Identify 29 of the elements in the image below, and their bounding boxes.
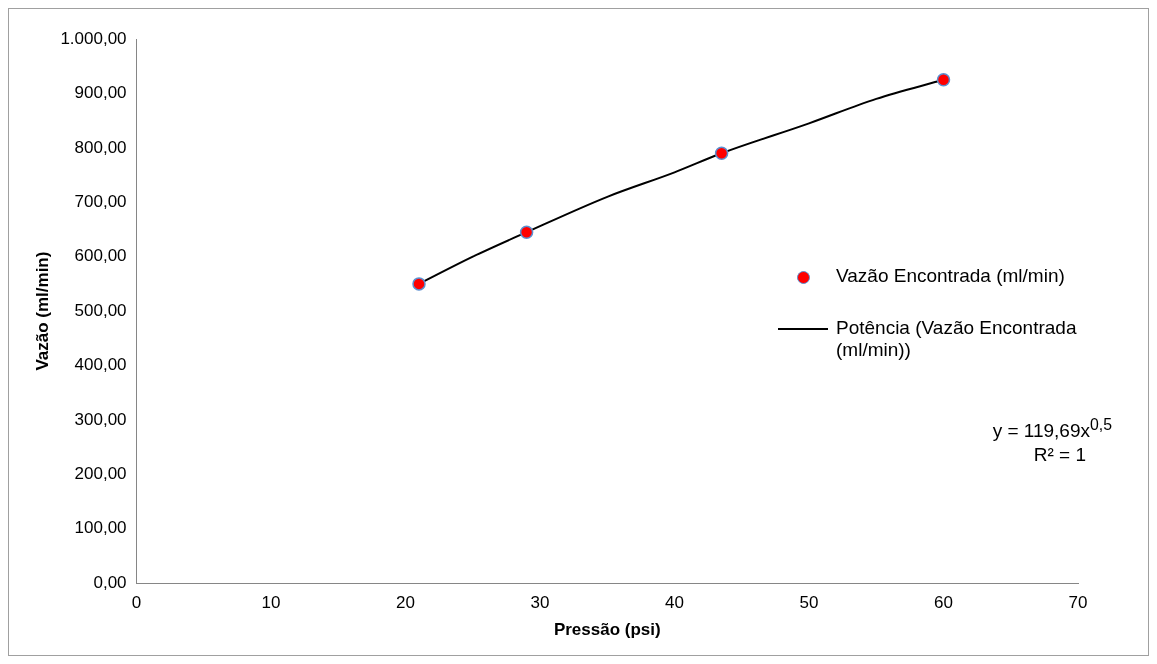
y-tick-label: 100,00 (74, 518, 127, 538)
annotation: R² = 1 (1032, 443, 1086, 468)
x-tick-label: 50 (799, 593, 819, 613)
x-tick-label: 70 (1068, 593, 1088, 613)
y-tick-label: 1.000,00 (60, 28, 127, 48)
x-tick-label: 10 (261, 593, 281, 613)
x-axis-title: Pressão (psi) (553, 620, 661, 640)
y-tick-label: 400,00 (74, 355, 127, 375)
y-tick-label: 900,00 (74, 83, 127, 103)
y-tick-label: 500,00 (74, 300, 127, 320)
y-tick-label: 200,00 (74, 464, 127, 484)
point (714, 146, 729, 161)
y-tick-label: 700,00 (74, 191, 127, 211)
legend-label: Vazão Encontrada (ml/min) (836, 265, 1066, 287)
point (412, 277, 426, 291)
y-tick-label: 0,00 (93, 572, 127, 592)
x-tick-label: 30 (530, 593, 550, 613)
x-tick-label: 60 (934, 593, 953, 613)
legend-label: Potência (Vazão Encontrada (ml/min)) (836, 317, 1078, 361)
point (936, 73, 951, 87)
y-tick-label: 300,00 (74, 409, 127, 429)
y-tick-label: 800,00 (74, 137, 127, 157)
annotation: y = 119,69x$^{0,5}$ (992, 415, 1112, 444)
x-tick-label: 40 (665, 593, 684, 613)
x-tick-label: 0 (131, 593, 142, 613)
y-axis-title: Vazão (ml/min) (32, 251, 52, 371)
y-tick-label: 600,00 (74, 246, 127, 266)
x-tick-label: 20 (396, 593, 416, 613)
point (519, 225, 534, 239)
